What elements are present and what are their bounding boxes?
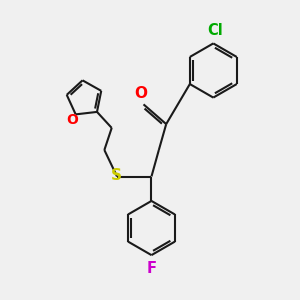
Text: S: S <box>111 168 122 183</box>
Text: O: O <box>67 113 78 127</box>
Text: Cl: Cl <box>207 23 223 38</box>
Text: F: F <box>146 261 157 276</box>
Text: O: O <box>135 86 148 101</box>
